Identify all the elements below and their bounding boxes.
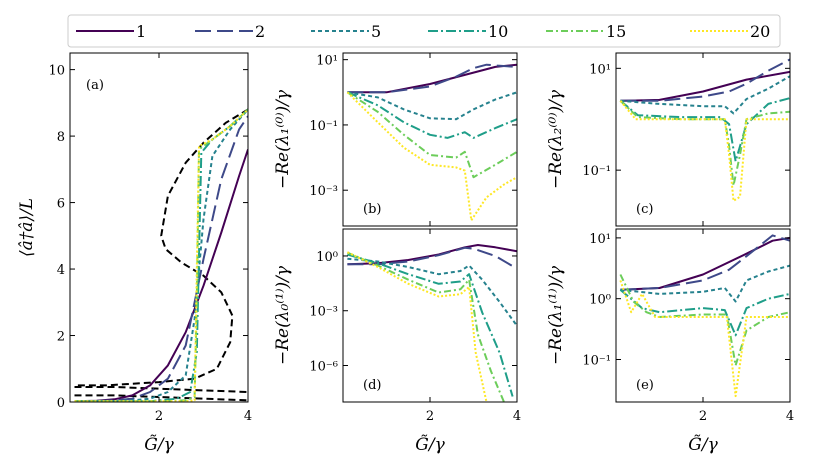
y-tick-label: 2 [57, 330, 65, 345]
legend-label-20: 20 [750, 22, 770, 41]
panel-label-d: (d) [363, 378, 381, 393]
reference-curve-1 [74, 394, 248, 402]
series-line-10 [619, 97, 790, 163]
y-tick-label: 10⁻³ [309, 305, 338, 320]
series-line-5 [347, 91, 517, 121]
panel-d: 2 4 10⁻⁶ 10⁻³ 10⁰ (d) −Re(λ₀⁽¹⁾)/γ [273, 228, 521, 424]
series-line-10 [74, 108, 248, 402]
y-axis-label-c: −Re(λ₂⁽⁰⁾)/γ [546, 89, 566, 189]
panel-e: 2 4 10⁻¹ 10⁰ 10¹ (e) −Re(λ₁⁽¹⁾)/γ [546, 228, 794, 424]
series-line-2 [74, 115, 248, 402]
panel-label-b: (b) [363, 202, 381, 217]
series-line-15 [346, 91, 517, 179]
panel-a: 2 4 0 2 4 6 8 10 (a) ⟨â†â⟩/L [17, 52, 252, 424]
panel-c: 10⁻¹ 10¹ (c) −Re(λ₂⁽⁰⁾)/γ [546, 52, 791, 227]
x-tick-label: 4 [513, 409, 521, 424]
y-tick-label: 10¹ [589, 232, 611, 247]
y-tick-label: 10⁻⁶ [309, 359, 338, 374]
y-tick-label: 10⁻¹ [309, 119, 338, 134]
legend-frame [67, 14, 781, 48]
y-tick-label: 10 [48, 64, 65, 79]
reference-curve-3 [74, 108, 248, 387]
series-line-2 [347, 246, 517, 270]
plot-area-c [619, 58, 790, 202]
y-tick-label: 10⁻¹ [582, 353, 611, 368]
series-line-10 [619, 289, 790, 337]
panel-label-a: (a) [86, 78, 104, 93]
plot-area-d [346, 244, 517, 402]
y-tick-label: 4 [57, 263, 65, 278]
reference-curve-2 [74, 386, 248, 393]
series-line-1 [347, 63, 517, 94]
series-line-20 [619, 100, 790, 202]
series-line-20 [619, 280, 790, 398]
x-tick-label: 4 [244, 409, 252, 424]
x-tick-label: 2 [699, 409, 707, 424]
y-tick-label: 10⁰ [589, 293, 611, 308]
panel-frame-b [342, 52, 518, 227]
panel-frame-c [615, 52, 791, 227]
legend-label-15: 15 [606, 22, 626, 41]
y-tick-label: 10⁻³ [309, 184, 338, 199]
legend-label-1: 1 [136, 22, 146, 41]
legend: 1 2 5 10 15 20 [67, 14, 781, 48]
y-axis-label-a: ⟨â†â⟩/L [17, 198, 37, 257]
series-line-15 [619, 274, 790, 367]
series-line-10 [347, 91, 517, 139]
y-tick-label: 10¹ [589, 62, 611, 77]
series-line-20 [346, 91, 517, 222]
y-tick-label: 10⁻¹ [582, 164, 611, 179]
series-line-5 [74, 108, 248, 402]
panel-label-c: (c) [636, 202, 653, 217]
panel-frame-e [615, 228, 791, 403]
series-line-20 [346, 251, 488, 402]
y-tick-label: 10¹ [316, 54, 338, 69]
legend-label-2: 2 [255, 22, 265, 41]
y-tick-label: 8 [57, 130, 65, 145]
y-tick-label: 0 [57, 396, 65, 411]
plot-area-b [346, 63, 517, 222]
panel-frame-a [69, 52, 249, 403]
series-line-15 [74, 108, 248, 402]
series-line-15 [347, 251, 505, 402]
y-axis-label-e: −Re(λ₁⁽¹⁾)/γ [546, 265, 566, 365]
panels: 2 4 0 2 4 6 8 10 (a) ⟨â†â⟩/L 10⁻³ 10⁻¹ 10¹ (b) −Re(λ₁⁽… [17, 52, 794, 455]
x-tick-label: 2 [155, 409, 163, 424]
x-axis-label: G̃/γ [144, 435, 174, 455]
series-line-2 [620, 58, 790, 102]
x-axis-label: G̃/γ [688, 435, 718, 455]
series-line-20 [74, 108, 248, 402]
series-line-15 [619, 100, 790, 187]
series-line-1 [74, 149, 248, 402]
series-line-5 [620, 264, 790, 303]
legend-label-5: 5 [371, 22, 381, 41]
y-tick-label: 6 [57, 197, 65, 212]
y-tick-label: 10⁰ [316, 250, 338, 265]
legend-label-10: 10 [488, 22, 508, 41]
y-axis-label-d: −Re(λ₀⁽¹⁾)/γ [273, 265, 293, 365]
panel-label-e: (e) [636, 378, 654, 393]
y-axis-label-b: −Re(λ₁⁽⁰⁾)/γ [273, 89, 293, 189]
series-line-2 [620, 234, 790, 291]
x-axis-label: G̃/γ [415, 435, 445, 455]
x-tick-label: 4 [786, 409, 794, 424]
series-line-5 [347, 257, 517, 327]
series-line-1 [620, 70, 790, 102]
series-line-1 [620, 236, 790, 291]
panel-b: 10⁻³ 10⁻¹ 10¹ (b) −Re(λ₁⁽⁰⁾)/γ [273, 52, 518, 227]
series-line-5 [620, 75, 790, 115]
plot-area-e [619, 234, 790, 398]
series-line-2 [347, 63, 517, 94]
plot-area-a [74, 108, 248, 402]
series-line-10 [347, 253, 514, 397]
x-tick-label: 2 [426, 409, 434, 424]
